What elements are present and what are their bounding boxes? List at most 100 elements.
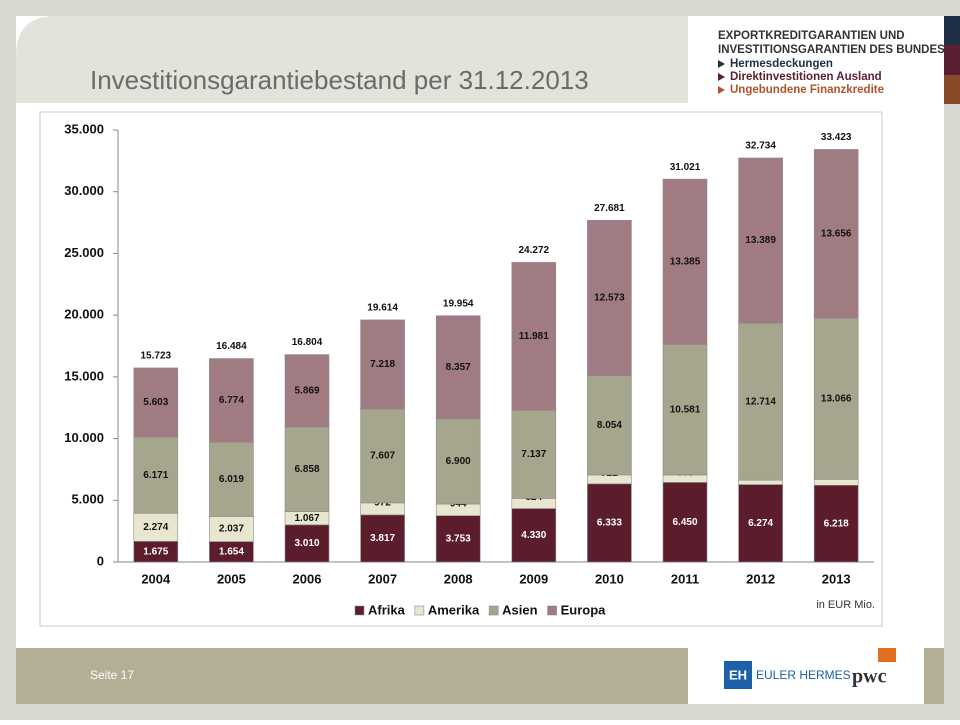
unit-note: in EUR Mio.	[816, 599, 875, 611]
data-label: 6.858	[294, 464, 319, 475]
x-tick-label: 2006	[293, 571, 322, 586]
data-label: 3.817	[370, 533, 395, 544]
chart-frame	[39, 111, 883, 627]
bar-segment	[587, 220, 632, 376]
footer-band	[16, 648, 688, 704]
data-label: 7.607	[370, 451, 395, 462]
bar-segment	[435, 315, 481, 420]
legend-label: Amerika	[428, 602, 480, 617]
data-label: 13.656	[821, 228, 852, 239]
bar-segment	[133, 436, 179, 514]
total-label: 33.423	[821, 132, 852, 143]
x-tick-label: 2011	[671, 571, 699, 586]
logo-accent	[878, 648, 896, 662]
logo-box	[724, 661, 752, 689]
bar-segment	[511, 262, 557, 411]
y-tick-label: 25.000	[64, 245, 104, 260]
bar-segment	[738, 157, 783, 324]
header-line: INVESTITIONSGARANTIEN DES BUNDES	[718, 44, 945, 56]
accent-block	[944, 75, 960, 104]
footer-band	[924, 648, 944, 704]
data-label: 8.054	[597, 420, 622, 431]
legend-swatch	[547, 605, 557, 616]
data-label: 6.274	[748, 518, 773, 529]
bar-segment	[662, 344, 708, 476]
data-label: 5.869	[294, 385, 319, 396]
data-label: 8.357	[446, 362, 471, 373]
page-number: Seite 17	[90, 668, 134, 682]
x-tick-label: 2008	[444, 571, 473, 586]
legend-swatch	[488, 605, 499, 616]
bar-segment	[587, 375, 632, 476]
legend-label: Afrika	[368, 602, 406, 617]
data-label: 3.010	[294, 538, 319, 549]
bar-segment	[209, 441, 254, 517]
header-line: EXPORTKREDITGARANTIEN UND	[718, 30, 905, 42]
bar-segment	[511, 409, 557, 499]
data-label: 6.019	[219, 474, 244, 485]
total-label: 19.954	[443, 298, 474, 309]
legend-label: Asien	[502, 602, 537, 617]
data-label: 6.333	[597, 518, 622, 529]
total-label: 32.734	[745, 141, 776, 152]
data-label: 6.450	[672, 517, 697, 528]
data-label: 13.385	[670, 256, 701, 267]
data-label: 1.654	[219, 546, 244, 557]
chart: 0 5.000 10.000 15.000 20.000 25.000 30.000 35.0…	[64, 121, 874, 617]
x-tick-label: 2013	[822, 571, 851, 586]
legend-swatch	[354, 605, 365, 616]
y-tick-label: 15.000	[64, 368, 104, 383]
logo-pwc: pwc	[852, 666, 887, 688]
total-label: 16.804	[292, 337, 323, 348]
data-label: 6.900	[446, 456, 471, 467]
bar-segment	[813, 149, 859, 319]
slide-title: Investitionsgarantiebestand per 31.12.20…	[90, 65, 589, 95]
y-tick-label: 20.000	[64, 307, 104, 322]
y-tick-label: 0	[97, 553, 104, 568]
data-label: 3.753	[446, 533, 471, 544]
data-label: 6.774	[219, 395, 244, 406]
x-tick-label: 2007	[368, 571, 397, 586]
total-label: 27.681	[594, 203, 625, 214]
bar-segment	[738, 484, 783, 563]
total-label: 15.723	[141, 351, 172, 362]
bar-segment	[813, 484, 859, 563]
data-label: 13.066	[821, 393, 852, 404]
bar-segment	[360, 408, 405, 504]
data-label: 7.218	[370, 359, 395, 370]
bar-segment	[133, 512, 179, 542]
data-label: 2.274	[143, 522, 168, 533]
accent-block	[944, 16, 960, 45]
header-item: Direktinvestitionen Ausland	[730, 71, 882, 83]
x-tick-label: 2012	[746, 571, 775, 586]
logo-mark: EH	[729, 667, 747, 682]
bar-segment	[284, 524, 330, 563]
logo-name: EULER HERMES	[756, 668, 851, 682]
data-label: 6.171	[143, 470, 168, 481]
bar-segment	[662, 482, 708, 563]
bar-segment	[587, 483, 632, 563]
y-tick-label: 35.000	[64, 121, 104, 136]
bar-segment	[511, 508, 557, 563]
header-item: Ungebundene Finanzkredite	[730, 84, 884, 96]
title-band	[16, 16, 688, 103]
header-item: Hermesdeckungen	[730, 58, 833, 70]
bar-segment	[133, 367, 179, 438]
y-tick-label: 5.000	[71, 492, 104, 507]
x-tick-label: 2010	[595, 571, 624, 586]
legend-swatch	[414, 605, 425, 616]
data-label: 1.675	[143, 546, 168, 557]
data-label: 4.330	[521, 530, 546, 541]
bar-segment	[360, 514, 405, 563]
bar-segment	[284, 426, 330, 512]
bar-segment	[284, 354, 330, 428]
x-tick-label: 2004	[141, 571, 171, 586]
bullet	[718, 60, 725, 68]
accent-block	[944, 45, 960, 75]
bar-segment	[813, 317, 859, 480]
x-tick-label: 2009	[519, 571, 548, 586]
total-label: 19.614	[367, 303, 398, 314]
data-label: 7.137	[521, 449, 546, 460]
y-tick-label: 30.000	[64, 183, 104, 198]
bar-segment	[209, 358, 254, 443]
